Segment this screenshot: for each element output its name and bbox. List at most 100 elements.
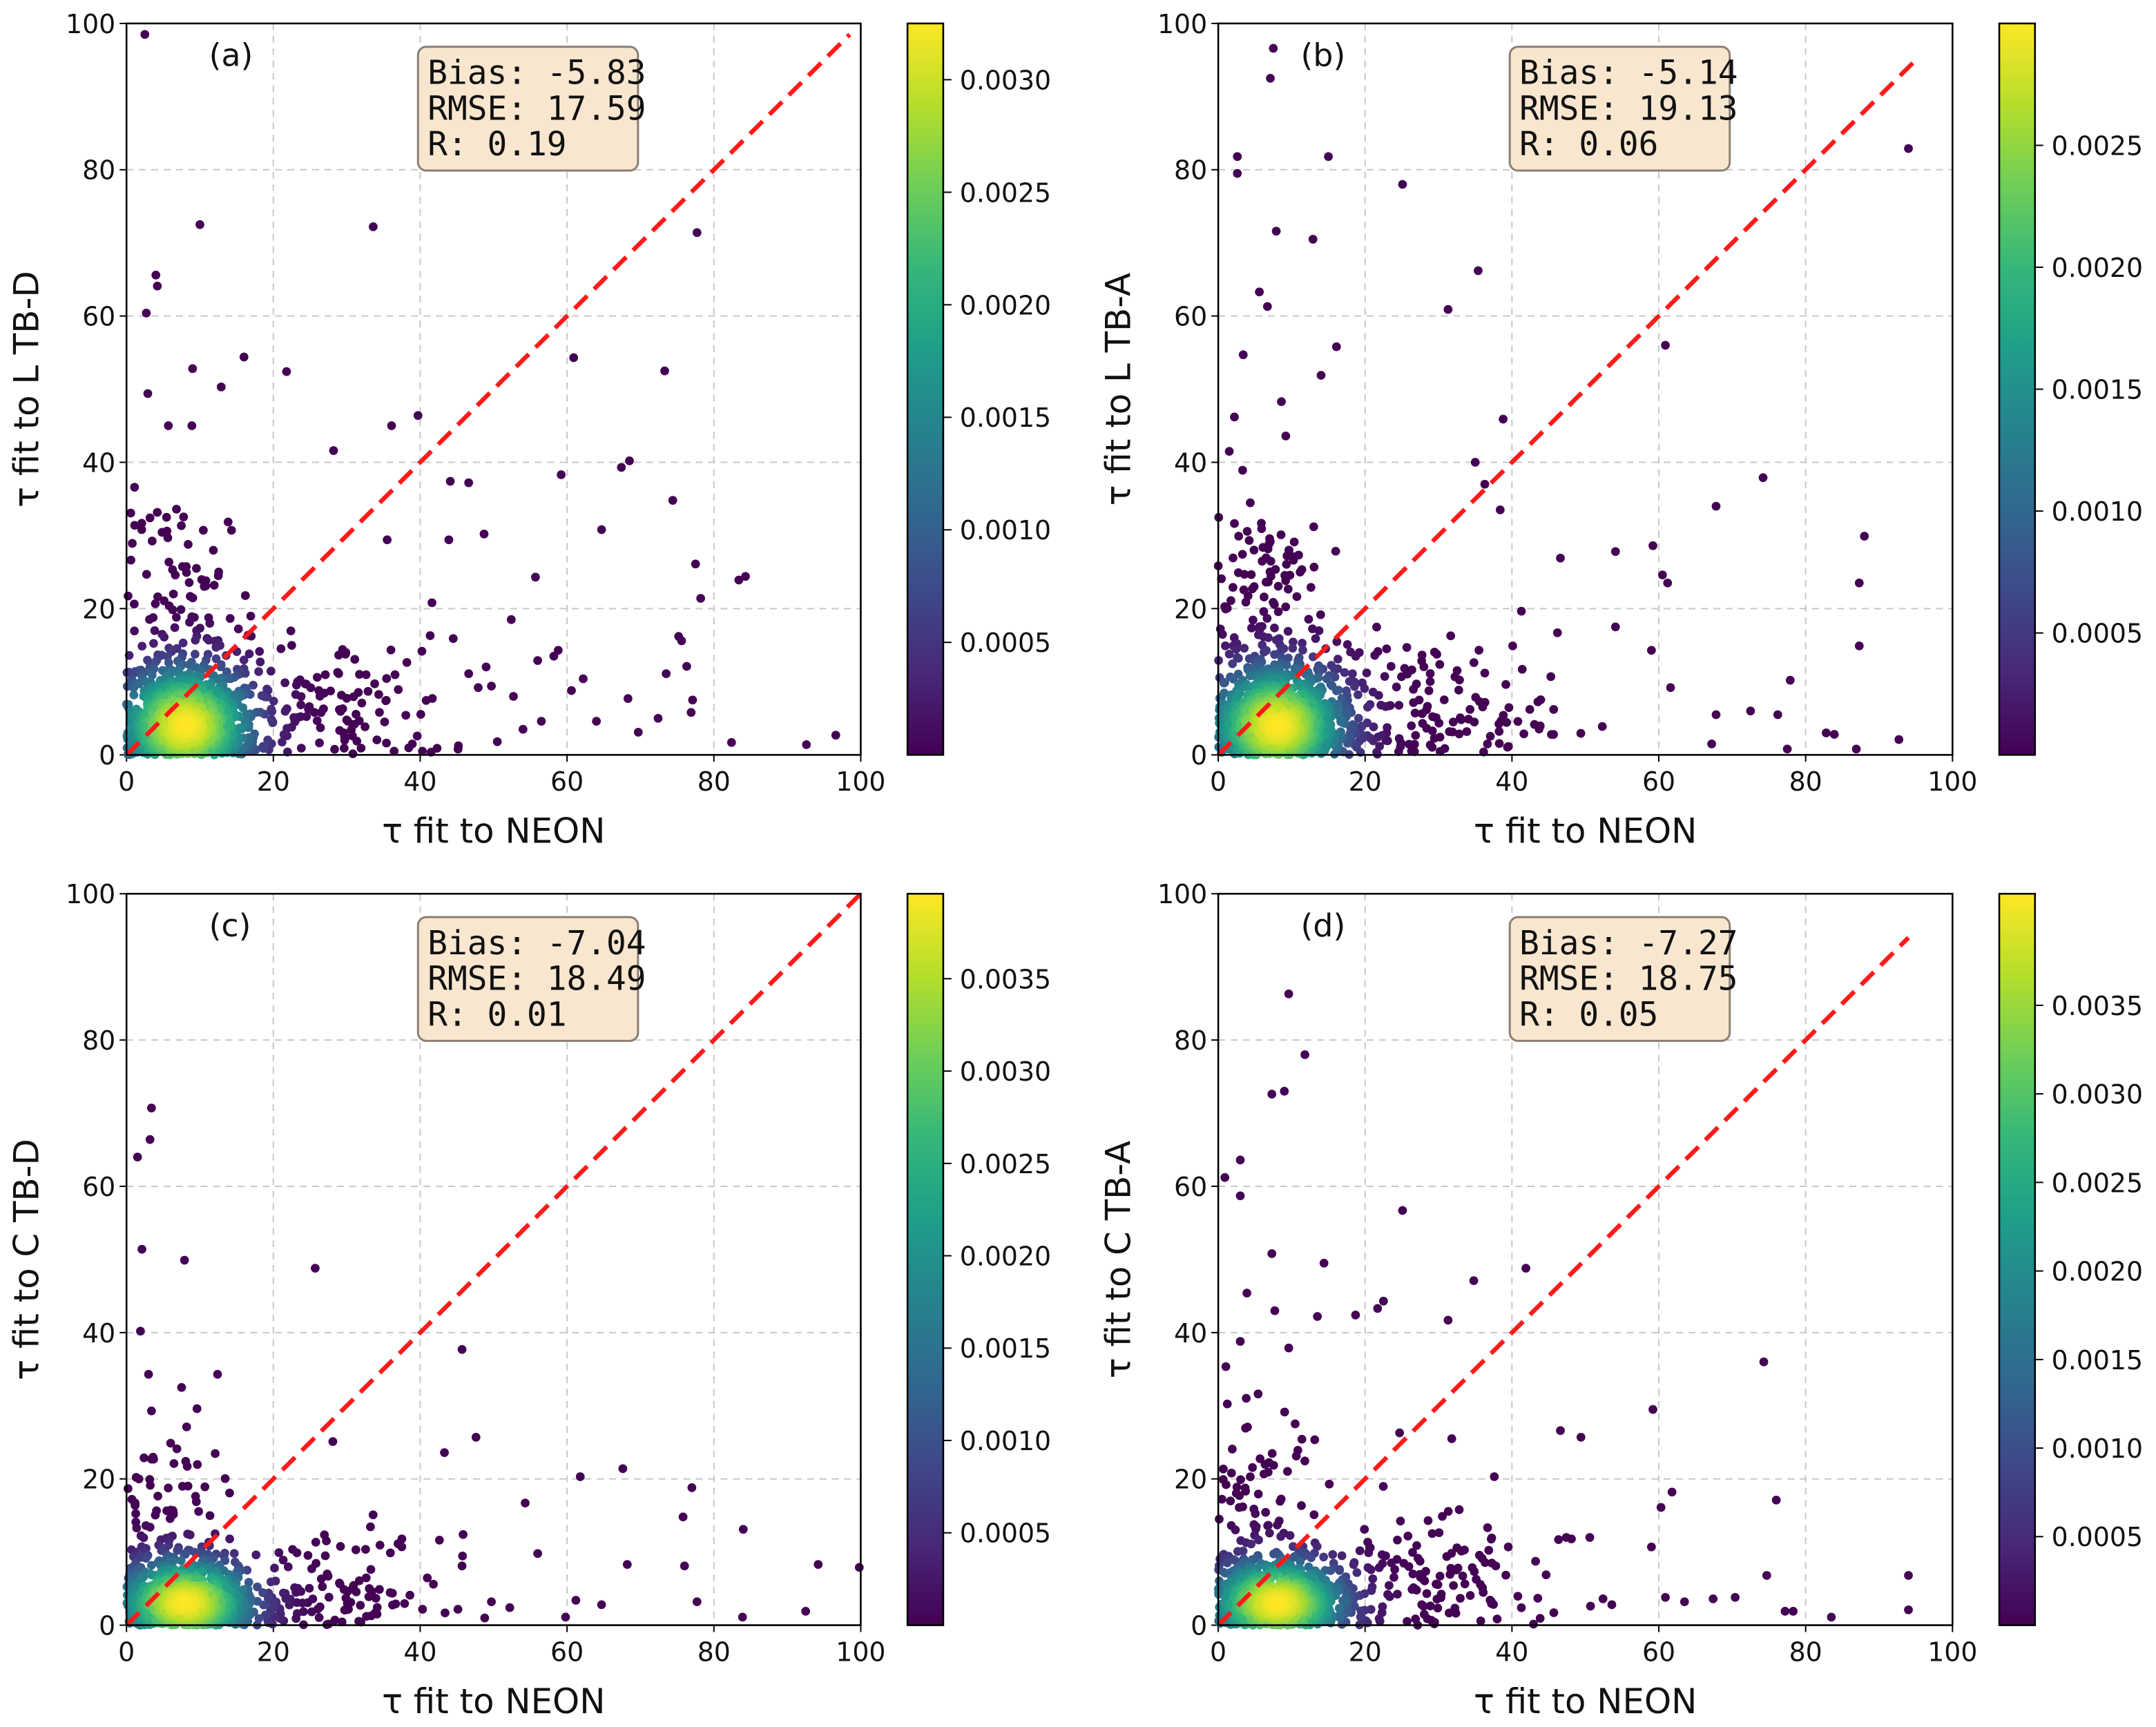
scatter-point — [1368, 1574, 1378, 1583]
stats-box — [1508, 916, 1731, 1042]
scatter-point — [244, 1578, 253, 1587]
scatter-point — [153, 592, 162, 601]
scatter-point — [253, 1582, 262, 1592]
scatter-point — [571, 1596, 581, 1605]
scatter-point — [1247, 570, 1256, 579]
colorbar-tick-label: 0.0015 — [960, 403, 1051, 433]
y-tick-label: 100 — [66, 879, 115, 909]
scatter-point — [1759, 1357, 1769, 1367]
scatter-point — [375, 1585, 384, 1594]
scatter-point — [352, 710, 360, 719]
scatter-point — [1443, 1315, 1453, 1325]
scatter-point — [225, 1488, 234, 1498]
scatter-point — [1731, 1592, 1740, 1602]
y-tick-label: 100 — [1157, 879, 1207, 909]
stats-line: R: 0.06 — [1519, 126, 1658, 164]
scatter-point — [289, 713, 298, 722]
scatter-point — [1292, 592, 1302, 601]
scatter-point — [145, 513, 155, 523]
scatter-point — [296, 700, 306, 710]
scatter-point — [506, 615, 516, 624]
scatter-point — [267, 666, 276, 676]
scatter-point — [130, 521, 139, 530]
scatter-point — [1260, 1460, 1270, 1469]
scatter-point — [1435, 1572, 1445, 1581]
scatter-point — [1263, 1521, 1272, 1530]
scatter-point — [296, 744, 306, 753]
scatter-point — [1284, 990, 1293, 998]
y-tick-label: 20 — [1174, 1465, 1207, 1495]
scatter-point — [597, 525, 606, 534]
colorbar-tick-label: 0.0005 — [960, 628, 1051, 658]
x-tick-label: 100 — [1927, 766, 1977, 797]
y-tick-label: 0 — [1191, 1610, 1207, 1641]
scatter-point — [258, 1588, 267, 1597]
colorbar-tick-label: 0.0005 — [960, 1518, 1051, 1549]
scatter-point — [1362, 668, 1371, 677]
scatter-point — [1327, 682, 1337, 691]
scatter-point — [1253, 1389, 1263, 1399]
scatter-point — [653, 713, 663, 723]
scatter-point — [1471, 693, 1481, 702]
scatter-point — [147, 537, 157, 546]
scatter-point — [400, 1599, 410, 1608]
scatter-point — [1289, 537, 1299, 547]
scatter-point — [1298, 638, 1307, 648]
panel-label: (c) — [209, 907, 251, 944]
scatter-point — [1222, 1480, 1231, 1489]
scatter-point — [1329, 664, 1339, 673]
scatter-point — [1399, 1559, 1409, 1568]
scatter-point — [192, 1404, 202, 1414]
scatter-point — [139, 1533, 148, 1543]
scatter-point — [1300, 1456, 1309, 1466]
scatter-point — [1549, 1608, 1559, 1617]
scatter-point — [1217, 630, 1227, 639]
scatter-point — [1273, 607, 1283, 617]
stats-line: R: 0.05 — [1519, 996, 1658, 1034]
scatter-point — [474, 683, 483, 693]
scatter-point — [258, 742, 268, 751]
scatter-point — [1556, 553, 1565, 563]
scatter-point — [131, 1501, 140, 1510]
scatter-point — [251, 1550, 261, 1560]
scatter-point — [211, 654, 221, 664]
scatter-point — [366, 1565, 376, 1574]
scatter-point — [351, 1545, 360, 1554]
scatter-point — [291, 690, 300, 700]
scatter-point — [674, 632, 684, 641]
scatter-point — [1226, 1496, 1235, 1506]
scatter-point — [1469, 1276, 1479, 1286]
scatter-point — [280, 678, 290, 688]
scatter-point — [1254, 1535, 1263, 1545]
scatter-point — [278, 1588, 288, 1598]
scatter-point — [140, 30, 150, 39]
scatter-point — [1417, 1600, 1427, 1610]
scatter-point — [262, 684, 271, 694]
scatter-point — [1238, 465, 1247, 475]
y-tick-label: 80 — [82, 155, 115, 186]
scatter-point — [1490, 1472, 1499, 1481]
scatter-point — [1387, 1558, 1396, 1567]
scatter-point — [1233, 653, 1243, 663]
scatter-point — [364, 1592, 374, 1601]
scatter-point — [166, 1438, 175, 1448]
y-axis-label: τ fit to L TB-D — [7, 271, 47, 508]
scatter-point — [1220, 1173, 1230, 1182]
y-tick-label: 100 — [1157, 9, 1207, 39]
scatter-point — [176, 605, 186, 615]
scatter-point — [1474, 1550, 1484, 1560]
scatter-point — [1255, 1454, 1264, 1463]
scatter-point — [668, 496, 677, 505]
scatter-point — [1554, 1535, 1563, 1544]
scatter-point — [1854, 641, 1864, 650]
x-tick-label: 40 — [1495, 766, 1528, 797]
scatter-point — [1418, 709, 1427, 718]
x-tick-label: 100 — [1927, 1637, 1977, 1667]
scatter-point — [561, 1612, 570, 1622]
x-tick-label: 60 — [1642, 1637, 1675, 1667]
scatter-point — [1354, 713, 1363, 723]
scatter-point — [185, 617, 194, 627]
scatter-point — [1711, 501, 1721, 511]
scatter-point — [1448, 717, 1458, 727]
